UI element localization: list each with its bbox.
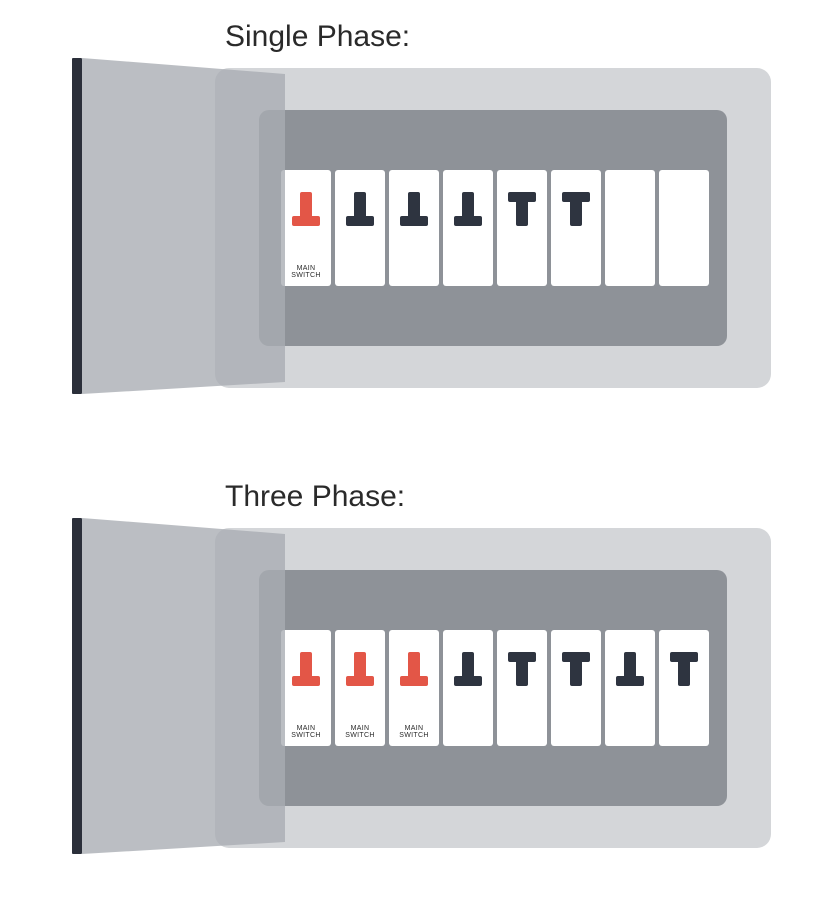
breaker-label: MAIN SWITCH xyxy=(281,725,331,740)
breaker-toggle[interactable] xyxy=(291,192,321,226)
breaker-slot: MAIN SWITCH xyxy=(335,630,385,746)
toggle-cap xyxy=(400,676,428,686)
door-hinge xyxy=(72,58,82,394)
toggle-stem xyxy=(354,192,366,218)
toggle-cap xyxy=(454,216,482,226)
breaker-toggle[interactable] xyxy=(507,652,537,686)
breaker-slot xyxy=(605,630,655,746)
toggle-stem xyxy=(354,652,366,678)
breaker-toggle[interactable] xyxy=(399,652,429,686)
toggle-cap xyxy=(346,216,374,226)
breaker-slot: MAIN SWITCH xyxy=(389,630,439,746)
breaker-slot xyxy=(335,170,385,286)
breaker-toggle[interactable] xyxy=(561,652,591,686)
three-phase-panel: MAIN SWITCH MAIN SWITCH MAIN SWITCH xyxy=(215,528,771,848)
toggle-stem xyxy=(570,200,582,226)
door-hinge xyxy=(72,518,82,854)
toggle-stem xyxy=(462,652,474,678)
breaker-toggle[interactable] xyxy=(507,192,537,226)
breaker-row: MAIN SWITCH MAIN SWITCH MAIN SWITCH xyxy=(281,630,709,746)
breaker-slot xyxy=(497,630,547,746)
toggle-stem xyxy=(516,200,528,226)
breaker-slot xyxy=(551,630,601,746)
toggle-cap xyxy=(346,676,374,686)
breaker-slot xyxy=(551,170,601,286)
breaker-label: MAIN SWITCH xyxy=(389,725,439,740)
toggle-stem xyxy=(678,660,690,686)
panel-inner: MAIN SWITCH MAIN SWITCH MAIN SWITCH xyxy=(259,570,727,806)
toggle-cap xyxy=(292,676,320,686)
single-phase-title: Single Phase: xyxy=(225,20,410,54)
breaker-toggle[interactable] xyxy=(615,652,645,686)
breaker-slot xyxy=(497,170,547,286)
breaker-slot xyxy=(443,630,493,746)
breaker-toggle[interactable] xyxy=(453,652,483,686)
breaker-toggle[interactable] xyxy=(561,192,591,226)
toggle-stem xyxy=(300,192,312,218)
single-phase-panel: MAIN SWITCH xyxy=(215,68,771,388)
toggle-cap xyxy=(454,676,482,686)
breaker-toggle[interactable] xyxy=(669,652,699,686)
toggle-cap xyxy=(562,652,590,662)
empty-slot xyxy=(659,170,709,286)
toggle-cap xyxy=(292,216,320,226)
breaker-slot: MAIN SWITCH xyxy=(281,630,331,746)
panel-inner: MAIN SWITCH xyxy=(259,110,727,346)
toggle-cap xyxy=(400,216,428,226)
toggle-cap xyxy=(508,652,536,662)
breaker-label: MAIN SWITCH xyxy=(335,725,385,740)
toggle-stem xyxy=(408,652,420,678)
toggle-stem xyxy=(300,652,312,678)
breaker-toggle[interactable] xyxy=(453,192,483,226)
breaker-slot xyxy=(443,170,493,286)
toggle-cap xyxy=(670,652,698,662)
breaker-toggle[interactable] xyxy=(345,652,375,686)
toggle-cap xyxy=(616,676,644,686)
toggle-stem xyxy=(624,652,636,678)
three-phase-title: Three Phase: xyxy=(225,480,405,514)
toggle-cap xyxy=(562,192,590,202)
empty-slot xyxy=(605,170,655,286)
breaker-toggle[interactable] xyxy=(345,192,375,226)
breaker-slot xyxy=(659,630,709,746)
breaker-row: MAIN SWITCH xyxy=(281,170,709,286)
toggle-stem xyxy=(516,660,528,686)
toggle-stem xyxy=(570,660,582,686)
toggle-cap xyxy=(508,192,536,202)
breaker-slot xyxy=(389,170,439,286)
toggle-stem xyxy=(408,192,420,218)
breaker-toggle[interactable] xyxy=(399,192,429,226)
breaker-toggle[interactable] xyxy=(291,652,321,686)
toggle-stem xyxy=(462,192,474,218)
breaker-slot: MAIN SWITCH xyxy=(281,170,331,286)
breaker-label: MAIN SWITCH xyxy=(281,265,331,280)
